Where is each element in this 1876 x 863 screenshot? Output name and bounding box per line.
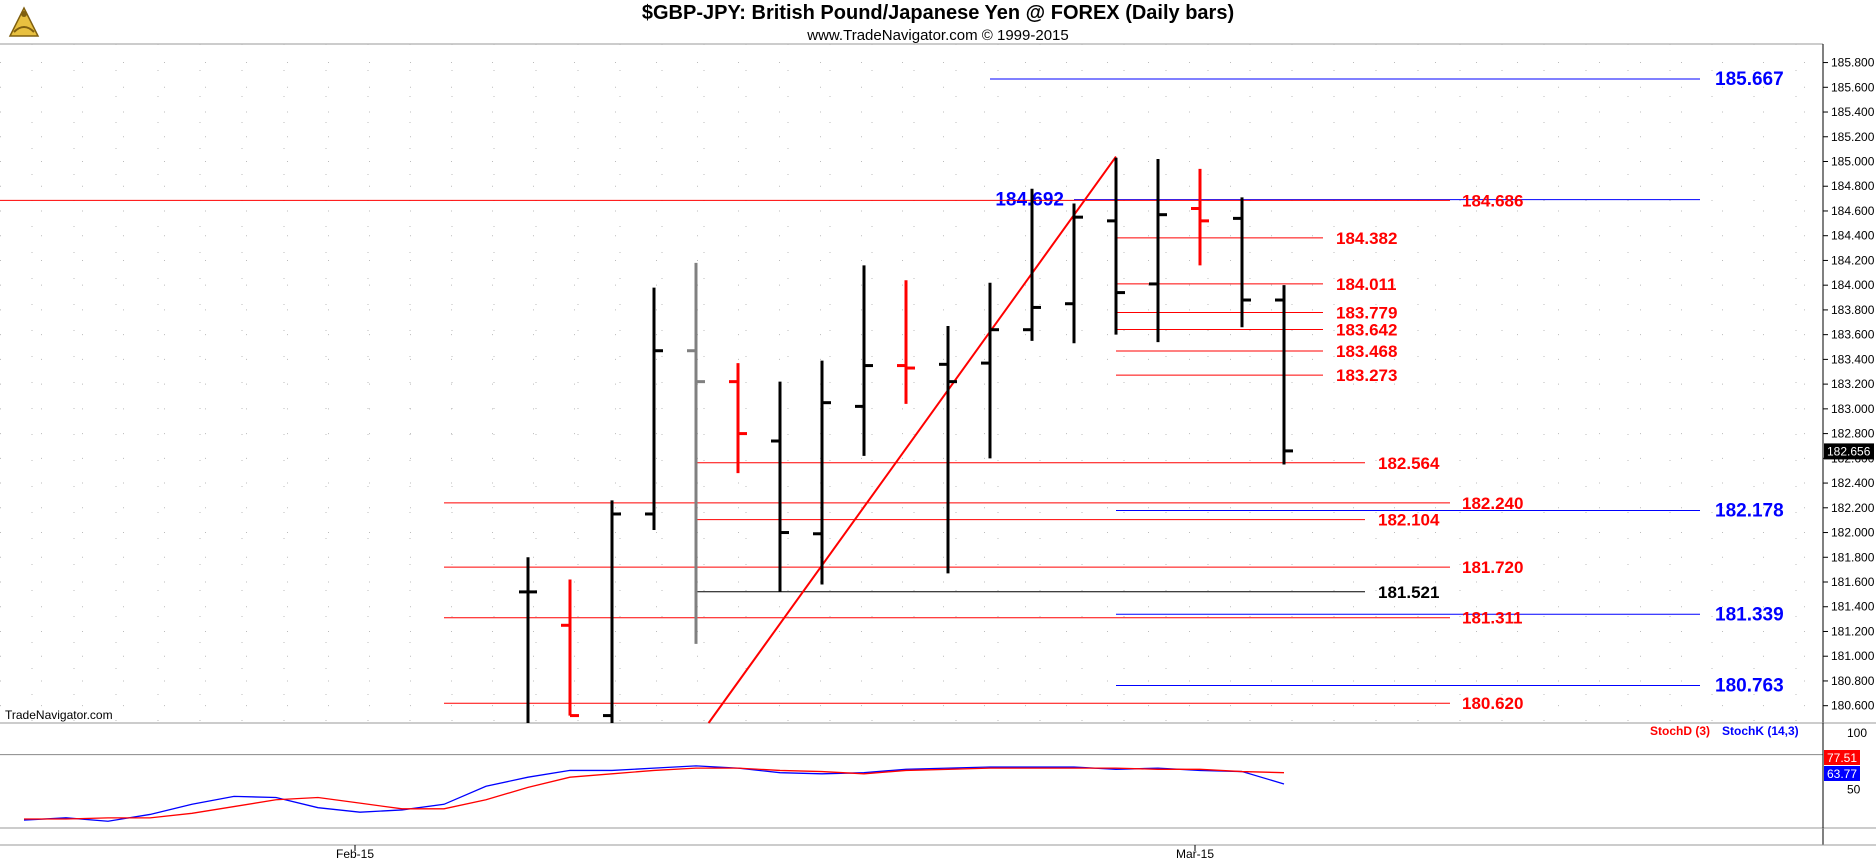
- y-tick-label: 181.000: [1831, 649, 1875, 663]
- ohlc-bar: [1023, 188, 1041, 341]
- y-tick-label: 185.400: [1831, 105, 1875, 119]
- ohlc-bar: [813, 360, 831, 585]
- level-label: 181.521: [1378, 583, 1439, 602]
- stochk-line: [23, 765, 1285, 822]
- y-tick-label: 183.600: [1831, 328, 1875, 342]
- ohlc-bar: [771, 381, 789, 592]
- ohlc-bar: [855, 265, 873, 456]
- last-price-tag: [1824, 443, 1874, 460]
- y-tick-label: 185.200: [1831, 130, 1875, 144]
- y-tick-label: 185.000: [1831, 154, 1875, 168]
- level-label: 181.720: [1462, 558, 1523, 577]
- y-tick-label: 183.400: [1831, 352, 1875, 366]
- y-tick-label: 181.600: [1831, 575, 1875, 589]
- y-tick-label: 181.800: [1831, 550, 1875, 564]
- sextant-logo-icon: [8, 6, 40, 37]
- price-axis: 185.800 185.600 185.400 185.200 185.000 184.8…: [1823, 56, 1875, 713]
- y-tick-label: 182.200: [1831, 501, 1875, 515]
- y-tick-label: 184.600: [1831, 204, 1875, 218]
- y-tick-label: 180.800: [1831, 674, 1875, 688]
- ohlc-bar: [1149, 159, 1167, 343]
- ohlc-bar: [897, 280, 915, 404]
- trendline-segment: [707, 155, 1117, 724]
- y-tick-label: 183.000: [1831, 402, 1875, 416]
- stochd-line: [24, 767, 1285, 820]
- stoch-tick-label: 50: [1847, 782, 1861, 796]
- stochd-value-tag: [1824, 750, 1860, 765]
- ohlc-bar: [939, 325, 957, 574]
- level-label: 181.311: [1462, 609, 1523, 628]
- ohlc-bar: [981, 282, 999, 459]
- y-tick-label: 181.400: [1831, 600, 1875, 614]
- legend-stochd: StochD (3): [1650, 724, 1710, 738]
- level-label: 181.339: [1715, 604, 1784, 625]
- y-tick-label: 182.400: [1831, 476, 1875, 490]
- level-label: 182.104: [1378, 511, 1440, 530]
- level-label: 180.763: [1715, 676, 1784, 697]
- ohlc-bar: [561, 579, 579, 718]
- last-price-label: 182.656: [1827, 444, 1871, 458]
- trendline: [707, 155, 1117, 724]
- y-tick-label: 183.800: [1831, 303, 1875, 317]
- y-tick-label: 184.200: [1831, 253, 1875, 267]
- level-label: 184.011: [1336, 275, 1397, 294]
- level-label: 183.468: [1336, 342, 1397, 361]
- stochastic-panel: 100 50 StochD (3) StochK (14,3) 77.51 63.77: [0, 723, 1867, 828]
- stochk-value-tag: [1824, 766, 1860, 781]
- y-tick-label: 182.000: [1831, 526, 1875, 540]
- ohlc-bar: [603, 500, 621, 723]
- y-tick-label: 184.000: [1831, 278, 1875, 292]
- chart-subtitle: www.TradeNavigator.com © 1999-2015: [807, 27, 1069, 44]
- level-label: 184.382: [1336, 229, 1397, 248]
- ohlc-bar: [1233, 197, 1251, 328]
- level-label: 180.620: [1462, 694, 1523, 713]
- ohlc-bar: [687, 262, 705, 644]
- x-tick-label: Feb-15: [336, 847, 374, 861]
- ohlc-bars: [519, 157, 1293, 723]
- y-tick-label: 185.800: [1831, 56, 1875, 70]
- stochd-value: 77.51: [1827, 751, 1857, 765]
- chart-title: $GBP-JPY: British Pound/Japanese Yen @ F…: [641, 2, 1235, 24]
- legend-stochk: StochK (14,3): [1722, 724, 1799, 738]
- ohlc-bar: [1065, 203, 1083, 344]
- level-label: 182.178: [1715, 501, 1784, 522]
- date-axis: Feb-15 Mar-15: [336, 845, 1214, 861]
- y-tick-label: 180.600: [1831, 699, 1875, 713]
- y-tick-label: 185.600: [1831, 80, 1875, 94]
- ohlc-bar: [729, 363, 747, 474]
- level-label: 182.240: [1462, 494, 1523, 513]
- level-label: 183.779: [1336, 304, 1397, 323]
- y-tick-label: 182.800: [1831, 427, 1875, 441]
- y-tick-label: 181.200: [1831, 624, 1875, 638]
- stoch-tick-label: 100: [1847, 726, 1867, 740]
- level-label: 184.686: [1462, 191, 1523, 210]
- y-tick-label: 184.400: [1831, 229, 1875, 243]
- x-tick-label: Mar-15: [1176, 847, 1214, 861]
- level-label: 182.564: [1378, 454, 1440, 473]
- ohlc-bar: [1275, 285, 1293, 465]
- ohlc-bar: [645, 287, 663, 531]
- watermark: TradeNavigator.com: [5, 708, 113, 722]
- ohlc-bar: [1107, 157, 1125, 335]
- level-label: 183.273: [1336, 366, 1397, 385]
- y-tick-label: 183.200: [1831, 377, 1875, 391]
- ohlc-bar: [519, 557, 537, 723]
- ohlc-bar: [1191, 168, 1209, 266]
- level-label: 183.642: [1336, 320, 1397, 339]
- level-label: 185.667: [1715, 69, 1784, 90]
- y-tick-label: 184.800: [1831, 179, 1875, 193]
- stochk-value: 63.77: [1827, 767, 1857, 781]
